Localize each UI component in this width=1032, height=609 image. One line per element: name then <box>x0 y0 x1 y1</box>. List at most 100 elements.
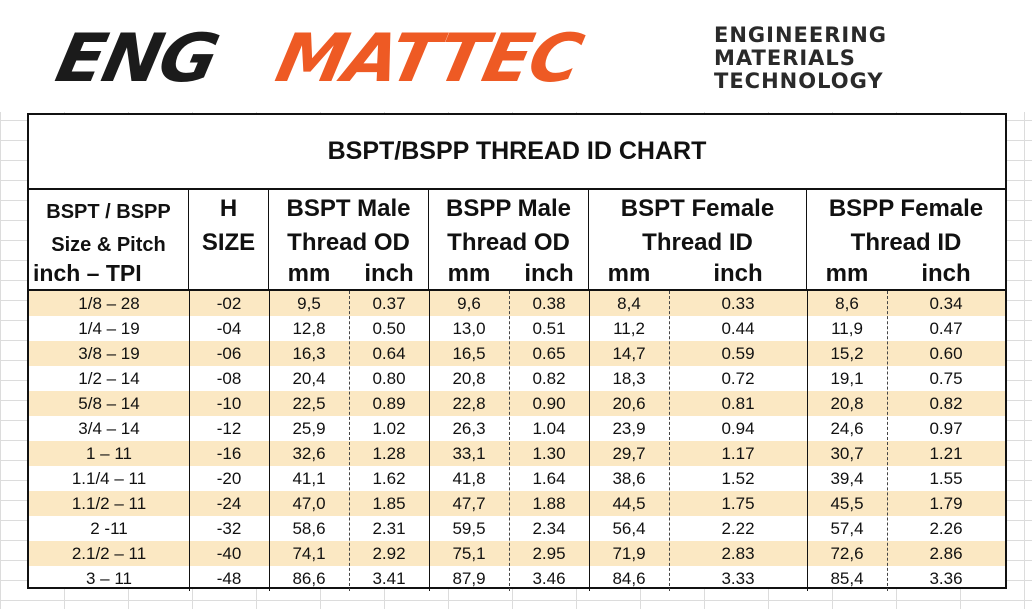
bspp-female-mm-cell: 30,7 <box>830 444 864 463</box>
bspt-female-inch-cell: 3.33 <box>721 569 755 588</box>
chart-header: BSPT / BSPP Size & Pitch inch – TPI H SI… <box>29 190 1005 291</box>
bspp-male-mm-cell: 13,0 <box>452 319 486 338</box>
bspp-female-inch-cell: 2.26 <box>929 519 963 538</box>
bspp-male-inch-cell: 1.64 <box>532 469 566 488</box>
bspp-female-inch-cell: 0.47 <box>929 319 963 338</box>
logo-brand-mattec: MATTEC <box>269 19 588 97</box>
thread-id-chart: BSPT/BSPP THREAD ID CHART BSPT / BSPP Si… <box>27 113 1007 591</box>
h-size-cell: -02 <box>216 294 242 313</box>
bspt-male-inch-cell: 0.37 <box>372 294 406 313</box>
bspt-female-mm-cell: 8,4 <box>617 294 641 313</box>
bspp-male-inch-cell: 2.95 <box>532 544 566 563</box>
chart-table-body: 1/8 – 28 -02 9,5 0.37 9,6 0.38 8,4 0.33 8,6 0.34 1… <box>29 291 1005 591</box>
header-h-size: H SIZE <box>189 190 269 289</box>
bspt-male-mm-cell: 32,6 <box>292 444 326 463</box>
bspt-female-inch-cell: 0.33 <box>721 294 755 313</box>
bspt-female-mm-cell: 14,7 <box>612 344 646 363</box>
bspt-male-inch-cell: 1.62 <box>372 469 406 488</box>
bspp-male-mm-cell: 22,8 <box>452 394 486 413</box>
bspp-female-inch-cell: 1.79 <box>929 494 963 513</box>
h-size-cell: -20 <box>216 469 242 488</box>
subcolumn-divider <box>349 291 350 591</box>
bspt-female-mm-cell: 38,6 <box>612 469 646 488</box>
header-line: Thread ID <box>850 229 962 256</box>
size-pitch-cell: 3/4 – 14 <box>78 419 140 438</box>
column-divider <box>429 291 430 591</box>
bspp-female-mm-cell: 39,4 <box>830 469 864 488</box>
bspt-male-inch-cell: 0.50 <box>372 319 406 338</box>
subcolumn-divider <box>669 291 670 591</box>
header-unit-mm: mm <box>607 260 651 287</box>
header-line: Size & Pitch <box>51 234 166 256</box>
bspt-female-inch-cell: 0.59 <box>721 344 755 363</box>
bspp-male-mm-cell: 47,7 <box>452 494 486 513</box>
header-unit-inch: inch <box>524 260 574 287</box>
table-row: 1 – 11 -16 32,6 1.28 33,1 1.30 29,7 1.17 30,7 1.2… <box>29 441 1005 466</box>
h-size-cell: -16 <box>216 444 242 463</box>
bspt-male-mm-cell: 74,1 <box>292 544 326 563</box>
bspp-female-inch-cell: 2.86 <box>929 544 963 563</box>
bspt-male-mm-cell: 41,1 <box>292 469 326 488</box>
size-pitch-cell: 3/8 – 19 <box>78 344 140 363</box>
bspp-female-mm-cell: 72,6 <box>830 544 864 563</box>
size-pitch-cell: 1 – 11 <box>85 444 132 463</box>
bspt-female-inch-cell: 1.52 <box>721 469 755 488</box>
bspp-male-mm-cell: 26,3 <box>452 419 486 438</box>
logo-tagline-line: ENGINEERING <box>714 23 888 47</box>
bspt-female-mm-cell: 71,9 <box>612 544 646 563</box>
bspp-female-inch-cell: 0.60 <box>929 344 963 363</box>
bspp-female-inch-cell: 0.34 <box>929 294 963 313</box>
header-unit-mm: mm <box>287 260 331 287</box>
bspp-female-mm-cell: 20,8 <box>830 394 864 413</box>
header-line: BSPP Female <box>828 195 984 222</box>
size-pitch-cell: 1.1/2 – 11 <box>71 494 147 513</box>
header-line: SIZE <box>201 229 256 256</box>
size-pitch-cell: 1/2 – 14 <box>78 369 140 388</box>
table-row: 1/8 – 28 -02 9,5 0.37 9,6 0.38 8,4 0.33 8,6 0.34 <box>29 291 1005 316</box>
h-size-cell: -06 <box>216 344 242 363</box>
subcolumn-divider <box>509 291 510 591</box>
bspt-male-inch-cell: 1.85 <box>372 494 406 513</box>
bspt-male-inch-cell: 0.64 <box>372 344 406 363</box>
bspp-female-inch-cell: 0.82 <box>929 394 963 413</box>
table-row: 3 – 11 -48 86,6 3.41 87,9 3.46 84,6 3.33 85,4 3.3… <box>29 566 1005 591</box>
table-row: 1.1/2 – 11 -24 47,0 1.85 47,7 1.88 44,5 1.75 45,… <box>29 491 1005 516</box>
bspp-female-mm-cell: 85,4 <box>830 569 864 588</box>
subcolumn-divider <box>887 291 888 591</box>
bspp-male-inch-cell: 0.38 <box>532 294 566 313</box>
header-line: Thread OD <box>447 229 570 256</box>
bspp-male-mm-cell: 87,9 <box>452 569 486 588</box>
size-pitch-cell: 2 -11 <box>90 519 128 538</box>
bspp-male-mm-cell: 41,8 <box>452 469 486 488</box>
bspt-female-mm-cell: 84,6 <box>612 569 646 588</box>
bspp-male-mm-cell: 16,5 <box>452 344 486 363</box>
header-bspp-male: BSPP Male Thread OD mm inch <box>429 190 589 289</box>
header-bspt-male: BSPT Male Thread OD mm inch <box>269 190 429 289</box>
size-pitch-cell: 5/8 – 14 <box>78 394 140 413</box>
size-pitch-cell: 1/4 – 19 <box>78 319 140 338</box>
table-row: 2.1/2 – 11 -40 74,1 2.92 75,1 2.95 71,9 2.83 72,… <box>29 541 1005 566</box>
size-pitch-cell: 1/8 – 28 <box>78 294 140 313</box>
bspt-male-inch-cell: 2.31 <box>372 519 406 538</box>
bspp-female-inch-cell: 0.97 <box>929 419 963 438</box>
bspt-female-inch-cell: 2.22 <box>721 519 755 538</box>
bspp-female-mm-cell: 57,4 <box>830 519 864 538</box>
bspp-male-inch-cell: 2.34 <box>532 519 566 538</box>
bspp-male-mm-cell: 75,1 <box>452 544 486 563</box>
bspt-male-inch-cell: 0.80 <box>372 369 406 388</box>
bspt-female-mm-cell: 20,6 <box>612 394 646 413</box>
header-line: Thread ID <box>642 229 753 256</box>
header-line: BSPT / BSPP <box>46 201 171 223</box>
bspp-male-inch-cell: 1.88 <box>532 494 566 513</box>
bspp-male-inch-cell: 0.65 <box>532 344 566 363</box>
h-size-cell: -04 <box>216 319 242 338</box>
header-unit-inch: inch <box>364 260 414 287</box>
header-unit-mm: mm <box>447 260 491 287</box>
header-unit-inch-tpi: inch – TPI <box>33 260 142 286</box>
header-unit-inch: inch <box>921 260 971 287</box>
bspp-male-inch-cell: 0.82 <box>532 369 566 388</box>
bspt-female-mm-cell: 44,5 <box>612 494 646 513</box>
bspt-female-inch-cell: 1.17 <box>721 444 755 463</box>
column-divider <box>269 291 270 591</box>
h-size-cell: -24 <box>216 494 242 513</box>
